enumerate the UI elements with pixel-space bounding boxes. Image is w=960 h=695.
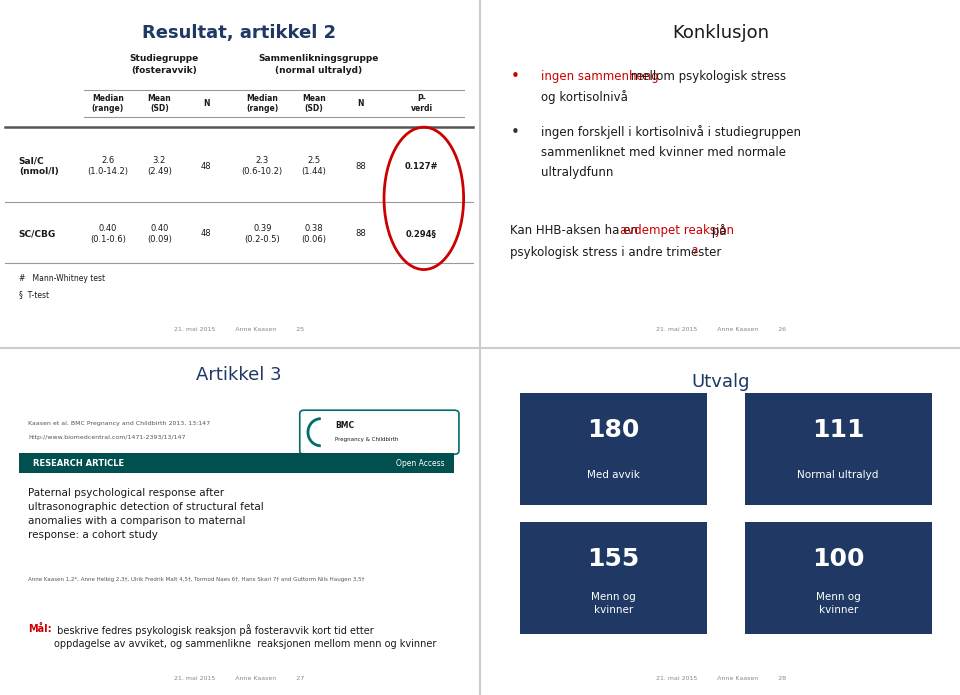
FancyBboxPatch shape	[19, 453, 454, 473]
Text: 21. mai 2015          Anne Kaasen          26: 21. mai 2015 Anne Kaasen 26	[656, 327, 786, 332]
Text: 2.5
(1.44): 2.5 (1.44)	[301, 156, 326, 176]
Text: N: N	[357, 99, 364, 108]
Text: 3.2
(2.49): 3.2 (2.49)	[147, 156, 172, 176]
Text: •: •	[511, 69, 519, 84]
Text: Kan HHB-aksen ha en: Kan HHB-aksen ha en	[511, 224, 642, 237]
Text: Mean
(SD): Mean (SD)	[302, 94, 325, 113]
Text: P-
verdi: P- verdi	[411, 94, 433, 113]
Text: §  T-test: § T-test	[19, 291, 49, 300]
FancyBboxPatch shape	[519, 393, 708, 505]
Text: 100: 100	[812, 547, 864, 571]
Text: Paternal psychological response after
ultrasonographic detection of structural f: Paternal psychological response after ul…	[28, 488, 264, 540]
Text: 21. mai 2015          Anne Kaasen          28: 21. mai 2015 Anne Kaasen 28	[656, 676, 786, 681]
Text: SC/CBG: SC/CBG	[19, 229, 56, 238]
Text: 2.6
(1.0-14.2): 2.6 (1.0-14.2)	[87, 156, 129, 176]
Text: 21. mai 2015          Anne Kaasen          27: 21. mai 2015 Anne Kaasen 27	[174, 676, 304, 681]
Text: 48: 48	[201, 229, 211, 238]
Text: Normal ultralyd: Normal ultralyd	[798, 470, 878, 480]
Text: Resultat, artikkel 2: Resultat, artikkel 2	[142, 24, 336, 42]
Text: Konklusjon: Konklusjon	[673, 24, 770, 42]
Text: ingen forskjell i kortisolnivå i studiegruppen: ingen forskjell i kortisolnivå i studieg…	[540, 125, 801, 139]
Text: sammenliknet med kvinner med normale: sammenliknet med kvinner med normale	[540, 146, 786, 159]
Text: 111: 111	[812, 418, 864, 442]
Text: Sal/C
(nmol/l): Sal/C (nmol/l)	[19, 156, 59, 177]
Text: Artikkel 3: Artikkel 3	[196, 366, 281, 384]
Text: og kortisolnivå: og kortisolnivå	[540, 90, 628, 104]
Text: Median
(range): Median (range)	[91, 94, 124, 113]
Text: Anne Kaasen 1,2*, Anne Helbig 2,3†, Ulrik Fredrik Malt 4,5†, Tormod Naes 6†, Han: Anne Kaasen 1,2*, Anne Helbig 2,3†, Ulri…	[28, 577, 365, 582]
Text: ultralydfunn: ultralydfunn	[540, 166, 613, 179]
FancyBboxPatch shape	[300, 410, 459, 455]
Text: http://www.biomedcentral.com/1471-2393/13/147: http://www.biomedcentral.com/1471-2393/1…	[28, 435, 185, 440]
Text: 88: 88	[355, 229, 366, 238]
Text: Menn og
kvinner: Menn og kvinner	[816, 592, 860, 615]
Text: N: N	[203, 99, 209, 108]
FancyBboxPatch shape	[745, 522, 932, 634]
Text: ?: ?	[690, 246, 697, 259]
Text: avdempet reaksjon: avdempet reaksjon	[619, 224, 733, 237]
Text: 0.294§: 0.294§	[406, 229, 437, 238]
Text: 0.40
(0.1-0.6): 0.40 (0.1-0.6)	[90, 224, 126, 244]
Text: Utvalg: Utvalg	[692, 373, 751, 391]
Text: på: på	[708, 224, 727, 238]
Text: Open Access: Open Access	[396, 459, 444, 468]
Text: 0.40
(0.09): 0.40 (0.09)	[147, 224, 172, 244]
Text: Median
(range): Median (range)	[246, 94, 278, 113]
Text: •: •	[511, 125, 519, 140]
Text: 0.39
(0.2-0.5): 0.39 (0.2-0.5)	[245, 224, 280, 244]
Text: ingen sammenheng: ingen sammenheng	[540, 70, 659, 83]
FancyBboxPatch shape	[519, 522, 708, 634]
Text: Sammenlikningsgruppe
(normal ultralyd): Sammenlikningsgruppe (normal ultralyd)	[258, 54, 378, 74]
Text: 48: 48	[201, 162, 211, 171]
Text: RESEARCH ARTICLE: RESEARCH ARTICLE	[33, 459, 124, 468]
Text: 88: 88	[355, 162, 366, 171]
Text: 180: 180	[588, 418, 639, 442]
Text: 21. mai 2015          Anne Kaasen          25: 21. mai 2015 Anne Kaasen 25	[174, 327, 304, 332]
Text: Mål:: Mål:	[28, 623, 52, 634]
Text: 0.38
(0.06): 0.38 (0.06)	[301, 224, 326, 244]
Text: Menn og
kvinner: Menn og kvinner	[591, 592, 636, 615]
Text: 0.127#: 0.127#	[405, 162, 438, 171]
Text: Mean
(SD): Mean (SD)	[148, 94, 171, 113]
Text: 155: 155	[588, 547, 639, 571]
Text: psykologisk stress i andre trimester: psykologisk stress i andre trimester	[511, 246, 722, 259]
Text: Kaasen et al. BMC Pregnancy and Childbirth 2013, 13:147: Kaasen et al. BMC Pregnancy and Childbir…	[28, 421, 210, 426]
Text: 2.3
(0.6-10.2): 2.3 (0.6-10.2)	[242, 156, 283, 176]
Text: Pregnancy & Childbirth: Pregnancy & Childbirth	[335, 436, 398, 441]
Text: mellom psykologisk stress: mellom psykologisk stress	[628, 70, 786, 83]
Text: BMC: BMC	[335, 421, 354, 430]
Text: Studiegruppe
(fosteravvik): Studiegruppe (fosteravvik)	[130, 54, 199, 74]
FancyBboxPatch shape	[745, 393, 932, 505]
Text: beskrive fedres psykologisk reaksjon på fosteravvik kort tid etter
oppdagelse av: beskrive fedres psykologisk reaksjon på …	[54, 623, 437, 649]
Text: Med avvik: Med avvik	[587, 470, 640, 480]
Text: #   Mann-Whitney test: # Mann-Whitney test	[19, 274, 105, 282]
